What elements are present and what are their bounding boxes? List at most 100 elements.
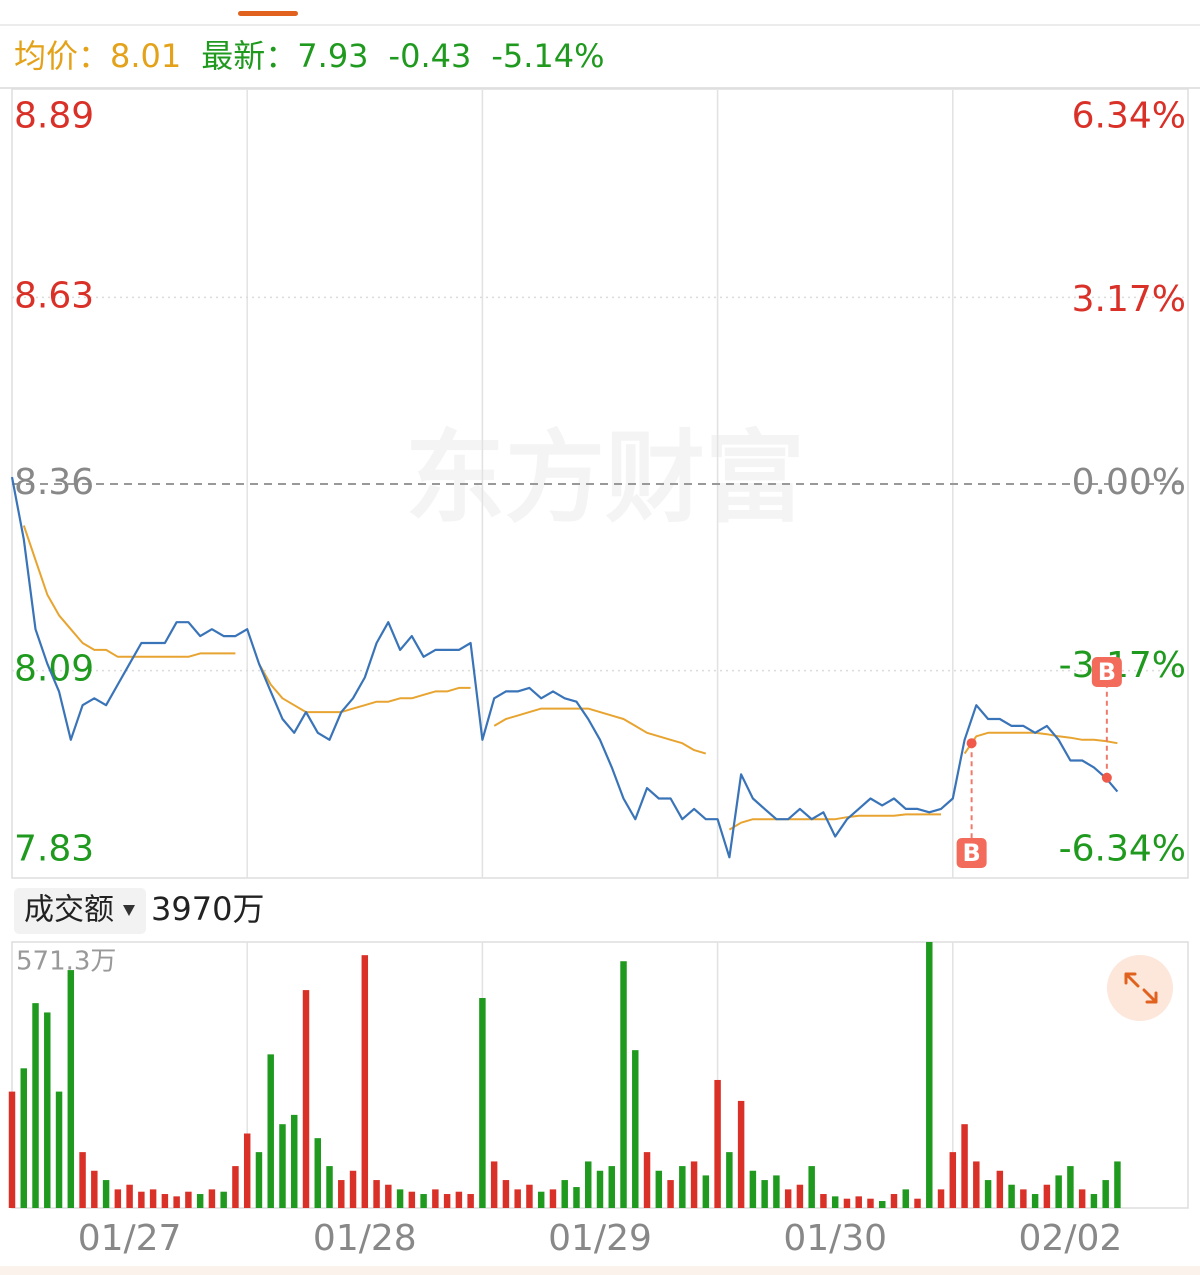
expand-icon[interactable] (1124, 972, 1158, 1004)
volume-bar (1055, 1175, 1062, 1208)
marker-dot (1101, 772, 1112, 783)
volume-bar (314, 1138, 321, 1208)
volume-selector[interactable] (14, 888, 146, 934)
volume-bar (773, 1175, 780, 1208)
volume-total: 3970万 (151, 890, 264, 928)
average-line (22, 525, 1118, 831)
day-label: 02/02 (1019, 1218, 1123, 1259)
volume-bar (585, 1161, 592, 1208)
day-label: 01/30 (783, 1218, 887, 1259)
stat-value: 7.93 (297, 37, 368, 75)
volume-bar (679, 1166, 686, 1208)
stat-value: 8.01 (110, 37, 181, 75)
stat-value: -0.43 (389, 37, 472, 75)
volume-bar (1031, 1194, 1039, 1208)
volume-bar (338, 1180, 345, 1208)
stat-label: 均价： (14, 37, 110, 75)
volume-title[interactable]: 成交额 (24, 893, 114, 928)
volume-bar (479, 998, 486, 1208)
y-tick-label: 8.36 (14, 462, 94, 503)
volume-bar (420, 1194, 427, 1208)
volume-bar (796, 1184, 804, 1208)
volume-bar (232, 1166, 239, 1208)
y2-tick-label: -3.17% (1059, 645, 1186, 686)
volume-bar (690, 1161, 698, 1208)
volume-bar (514, 1189, 521, 1208)
volume-bar (961, 1124, 968, 1208)
marker-label: B (962, 839, 980, 867)
volume-bar (196, 1194, 204, 1208)
volume-bar (20, 1068, 27, 1208)
volume-bar (1043, 1184, 1051, 1208)
dropdown-arrow[interactable] (123, 905, 135, 916)
volume-bar (455, 1191, 463, 1208)
y-tick-label: 8.09 (14, 649, 94, 690)
volume-bar (443, 1194, 451, 1208)
marker-label: B (1098, 658, 1116, 686)
stat-label: 最新： (201, 37, 297, 75)
volume-bar (620, 961, 627, 1208)
volume-frame (11, 941, 1189, 1209)
volume-bar (396, 1189, 404, 1208)
marker-badge (956, 838, 987, 868)
volume-bar (1102, 1180, 1109, 1208)
volume-bar (44, 1012, 51, 1208)
volume-bar (926, 942, 933, 1208)
volume-bar (490, 1161, 498, 1208)
volume-bar (326, 1166, 333, 1208)
day-label: 01/28 (313, 1218, 417, 1259)
volume-bar (267, 1054, 274, 1208)
volume-bar (302, 990, 310, 1208)
volume-bar (114, 1189, 122, 1208)
volume-bar (890, 1194, 898, 1208)
volume-bar (632, 1050, 639, 1208)
volume-bar (1078, 1189, 1086, 1208)
volume-bar (549, 1189, 557, 1208)
volume-bar (126, 1184, 133, 1208)
volume-bar (1020, 1189, 1027, 1208)
volume-bar (526, 1184, 533, 1208)
volume-bar (843, 1198, 851, 1208)
y2-tick-label: 0.00% (1072, 462, 1186, 503)
volume-bar (537, 1191, 545, 1208)
volume-bar (432, 1189, 439, 1208)
volume-bar (831, 1196, 839, 1208)
volume-bar (973, 1161, 980, 1208)
expand-button[interactable] (1107, 955, 1173, 1021)
volume-bar (937, 1189, 945, 1208)
volume-bar (67, 970, 75, 1208)
volume-bar (1114, 1161, 1121, 1208)
volume-bar (149, 1189, 157, 1208)
volume-bar (737, 1100, 745, 1208)
volume-bar (984, 1180, 992, 1208)
volume-bar (173, 1196, 180, 1208)
marker-badge (1091, 657, 1122, 687)
volume-bar (761, 1180, 768, 1208)
expand-circle[interactable] (1107, 955, 1173, 1021)
volume-bar (291, 1114, 298, 1208)
volume-bar (220, 1191, 227, 1208)
volume-bar (1008, 1184, 1015, 1208)
volume-bar (808, 1166, 815, 1208)
volume-bar (996, 1170, 1004, 1208)
volume-bar (879, 1201, 886, 1208)
volume-bar (1090, 1194, 1098, 1208)
y-tick-label: 8.63 (14, 275, 94, 316)
volume-bar (385, 1184, 392, 1208)
volume-bar (784, 1189, 792, 1208)
volume-bar (373, 1180, 380, 1208)
volume-bar (702, 1175, 710, 1208)
volume-bar (655, 1170, 663, 1208)
volume-bar (596, 1170, 604, 1208)
volume-bar (79, 1152, 86, 1208)
volume-bar (467, 1194, 474, 1208)
y2-tick-label: 6.34% (1072, 96, 1186, 137)
price-line (10, 476, 1119, 859)
volume-bar (161, 1194, 169, 1208)
volume-bar (1067, 1166, 1074, 1208)
volume-bar (667, 1180, 674, 1208)
volume-bar (408, 1191, 416, 1208)
volume-bar (255, 1152, 263, 1208)
